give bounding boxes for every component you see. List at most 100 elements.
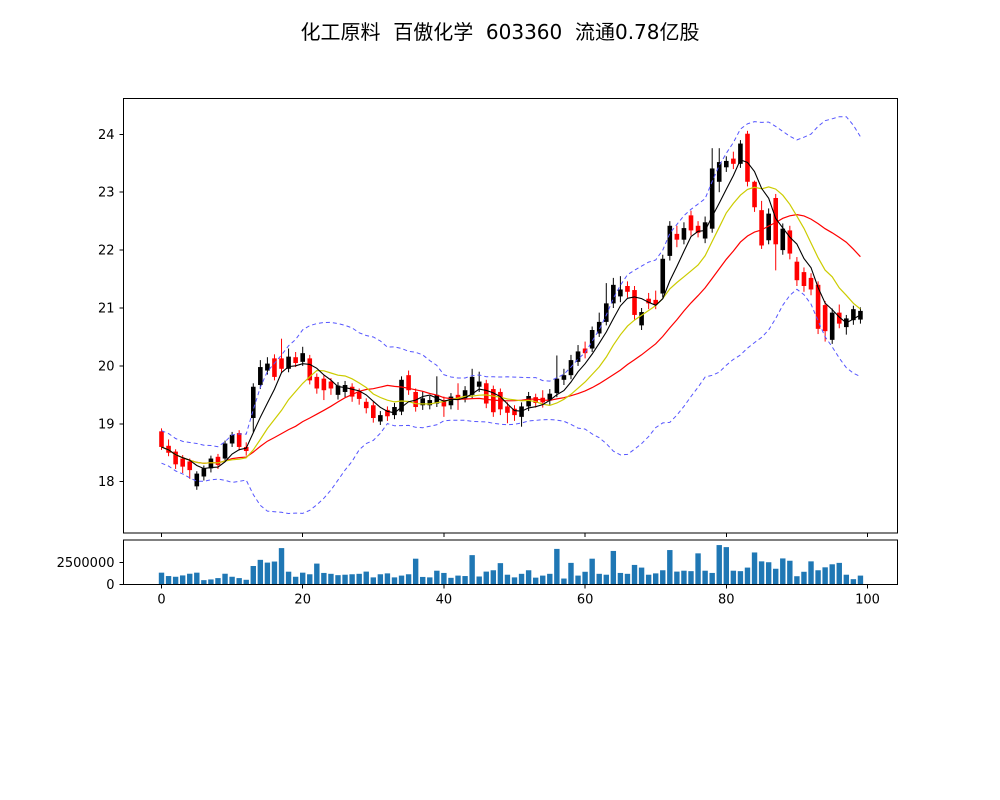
candle (166, 439, 171, 457)
y-tick-label: 23 (98, 186, 115, 201)
volume-bar (723, 547, 729, 585)
candle (321, 375, 327, 401)
volume-bar (610, 550, 617, 585)
candle (194, 471, 200, 490)
volume-bar (667, 550, 673, 585)
x-tick-label: 80 (718, 593, 735, 608)
x-tick-label: 60 (577, 593, 594, 608)
candle (342, 380, 348, 398)
candle (491, 385, 496, 417)
candle (596, 312, 602, 337)
volume-bar (497, 563, 504, 585)
candle (709, 148, 715, 233)
volume-bar (688, 571, 694, 585)
x-tick-label: 20 (294, 593, 311, 608)
volume-bar (822, 567, 828, 585)
candle (625, 281, 630, 298)
volume-bar (229, 576, 235, 585)
volume-bar (511, 577, 518, 585)
volume-bar (441, 572, 447, 585)
volume-bar (434, 570, 440, 585)
volume-bar (716, 545, 722, 585)
volume-bar (568, 562, 574, 585)
candle (738, 140, 743, 168)
candle (243, 442, 249, 456)
candle (611, 277, 616, 308)
volume-bar (476, 576, 482, 585)
volume-bar (194, 572, 200, 585)
candle (745, 130, 750, 187)
volume-bar (674, 571, 680, 585)
volume-bar (794, 576, 800, 585)
candle (159, 428, 164, 450)
candle (265, 357, 270, 375)
volume-bar (554, 548, 560, 585)
main-axes-frame (123, 98, 898, 534)
candle (844, 314, 849, 335)
candle (575, 345, 581, 366)
volume-bar (208, 579, 214, 585)
candle (236, 430, 242, 451)
volume-bar (187, 573, 193, 585)
volume-bar (780, 558, 786, 585)
volume-bar (420, 576, 426, 585)
candle (399, 376, 404, 416)
volume-bar (384, 573, 391, 585)
candle (801, 267, 807, 292)
candle (392, 402, 397, 420)
candle (632, 285, 637, 320)
candle (667, 221, 673, 261)
candle (441, 396, 447, 417)
volume-bar (264, 562, 271, 585)
volume-bar (321, 572, 327, 585)
volume-bar (285, 571, 292, 585)
volume-bar (624, 573, 631, 585)
volume-bar (730, 570, 737, 585)
candle (250, 383, 256, 432)
volume-bar (370, 577, 376, 585)
volume-bar (257, 559, 264, 585)
volume-bar (808, 561, 814, 585)
candle (646, 292, 651, 310)
volume-bar (787, 560, 793, 585)
volume-bar (603, 574, 609, 585)
candle (554, 355, 560, 398)
candle (498, 388, 503, 416)
candle (851, 305, 856, 325)
volume-bar (744, 567, 751, 585)
volume-bar (236, 578, 242, 585)
volume-bar (469, 555, 475, 585)
volume-bar (504, 574, 511, 585)
y-tick-label: 22 (98, 244, 115, 259)
bollinger-upper (161, 116, 861, 448)
volume-bar (547, 573, 553, 585)
candle (681, 222, 687, 245)
volume-bar (857, 575, 864, 585)
candle (314, 373, 320, 394)
volume-bar (575, 575, 581, 585)
overlay-lines-layer (161, 116, 861, 515)
volume-bar (829, 564, 835, 585)
volume-bar (518, 573, 525, 585)
volume-bar (653, 573, 659, 585)
volume-bar (391, 577, 398, 585)
volume-bar (405, 574, 412, 585)
candle (829, 308, 835, 344)
candle (724, 156, 729, 172)
volume-bar (335, 575, 341, 585)
volume-bar (201, 580, 207, 585)
volume-bar (215, 578, 221, 585)
candle (462, 386, 468, 403)
volume-bar (342, 574, 348, 585)
candle (378, 411, 383, 425)
volume-bar (179, 575, 186, 585)
volume-bar (801, 571, 807, 585)
volume-bar (709, 572, 715, 585)
volume-bar (462, 576, 468, 585)
volume-bar (398, 575, 405, 585)
volume-bar (165, 576, 172, 585)
volume-bar (490, 570, 497, 585)
volume-bar (695, 553, 701, 585)
